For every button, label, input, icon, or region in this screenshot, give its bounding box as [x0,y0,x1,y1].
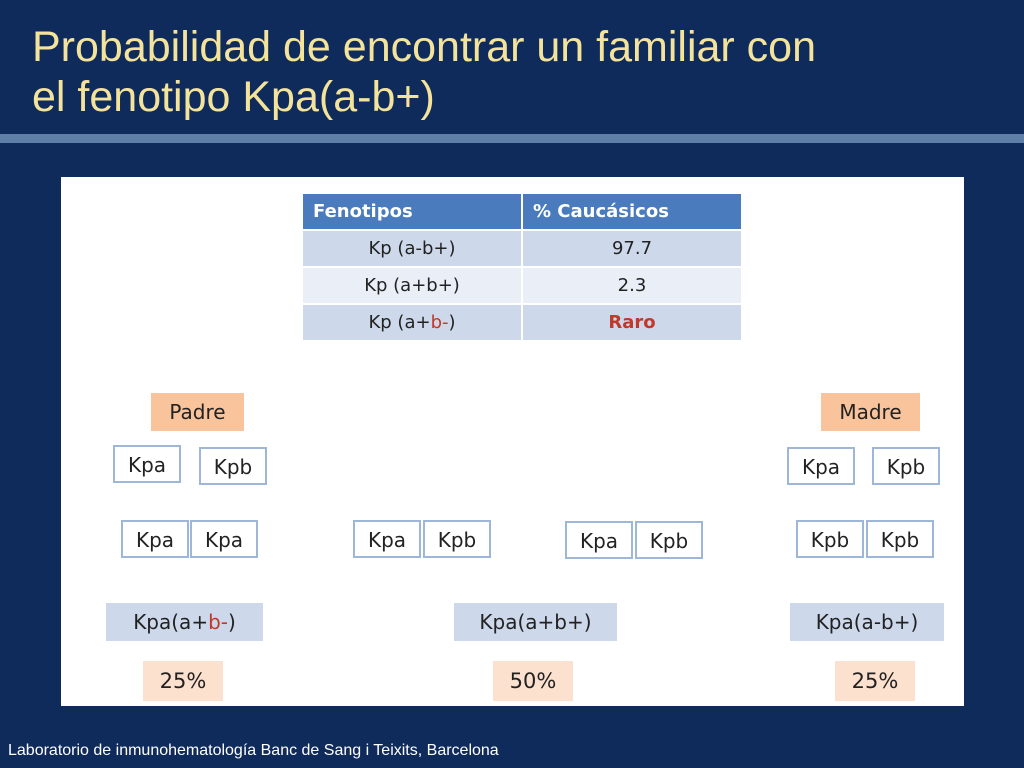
father-allele-2: Kpb [199,447,267,485]
offspring-2-allele-2: Kpb [423,520,491,558]
offspring-2-allele-1: Kpa [353,520,421,558]
offspring-3-allele-1: Kpa [565,521,633,559]
percent-result-3: 25% [835,661,915,701]
offspring-4-allele-2: Kpb [866,520,934,558]
table-header-row: Fenotipos % Caucásicos [301,192,743,231]
father-label: Padre [151,393,244,431]
offspring-1-allele-2: Kpa [190,520,258,558]
table-cell-percent: 97.7 [521,229,743,268]
title-line-2: el fenotipo Kpa(a-b+) [32,73,435,121]
father-allele-1: Kpa [113,445,181,483]
slide-title: Probabilidad de encontrar un familiar co… [32,22,992,122]
phenotype-highlight: b- [430,312,449,333]
percent-result-1: 25% [143,661,223,701]
table-header-percent: % Caucásicos [521,192,743,231]
table-row: Kp (a+b-) Raro [301,303,743,342]
table-cell-percent: 2.3 [521,266,743,305]
table-row: Kp (a-b+) 97.7 [301,229,743,268]
table-header-phenotype: Fenotipos [301,192,523,231]
table-cell-phenotype: Kp (a+b+) [301,266,523,305]
phenotype-result-3: Kpa(a-b+) [790,603,944,641]
offspring-4-allele-1: Kpb [796,520,864,558]
phenotype-prefix: Kpa(a+ [133,610,209,634]
offspring-3-allele-2: Kpb [635,521,703,559]
phenotype-suffix: ) [228,610,236,634]
phenotype-prefix: Kp (a+ [368,312,431,333]
title-divider [0,134,1024,143]
phenotype-highlight: b- [208,610,228,634]
percent-result-2: 50% [493,661,573,701]
table-cell-phenotype: Kp (a+b-) [301,303,523,342]
phenotype-suffix: ) [448,312,456,333]
slide-footer: Laboratorio de inmunohematología Banc de… [8,742,499,759]
phenotype-frequency-table: Fenotipos % Caucásicos Kp (a-b+) 97.7 Kp… [301,192,743,342]
table-cell-phenotype: Kp (a-b+) [301,229,523,268]
mother-label: Madre [821,393,920,431]
mother-allele-1: Kpa [787,447,855,485]
content-panel: Fenotipos % Caucásicos Kp (a-b+) 97.7 Kp… [61,177,964,706]
mother-allele-2: Kpb [872,447,940,485]
phenotype-result-1: Kpa(a+b-) [106,603,263,641]
title-line-1: Probabilidad de encontrar un familiar co… [32,23,817,71]
table-row: Kp (a+b+) 2.3 [301,266,743,305]
offspring-1-allele-1: Kpa [121,520,189,558]
table-cell-percent: Raro [521,303,743,342]
phenotype-result-2: Kpa(a+b+) [454,603,617,641]
